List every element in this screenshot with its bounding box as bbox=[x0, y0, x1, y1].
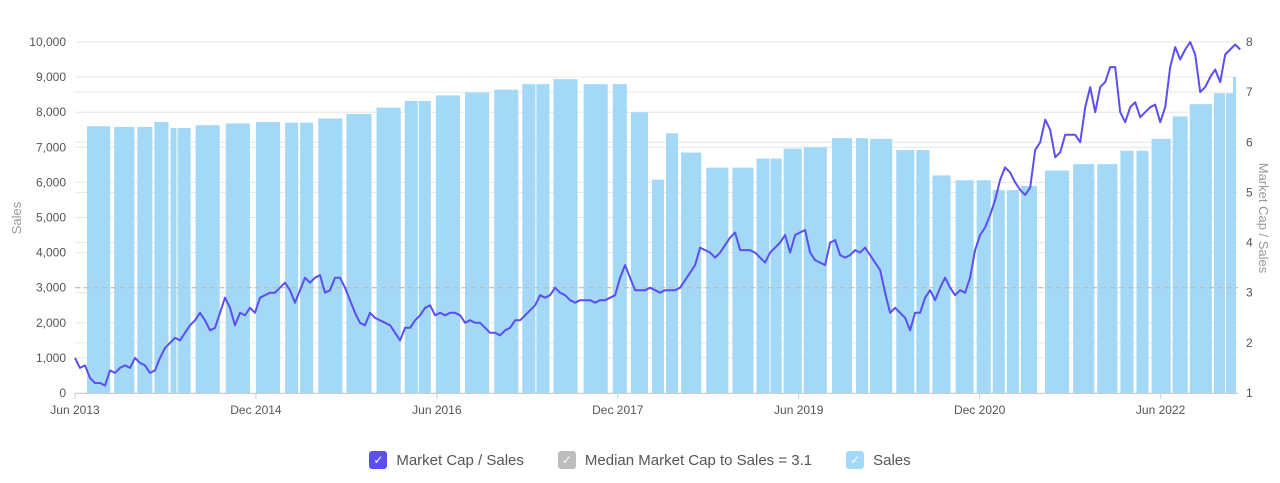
sales-bar bbox=[1073, 164, 1095, 393]
y-left-tick-label: 2,000 bbox=[36, 316, 66, 330]
sales-bar bbox=[114, 126, 135, 393]
sales-bar bbox=[255, 122, 281, 393]
sales-bar bbox=[1189, 104, 1212, 393]
sales-bar bbox=[756, 158, 770, 393]
market-cap-sales-line bbox=[74, 41, 1241, 387]
ratio-line-group bbox=[74, 41, 1241, 387]
sales-bar bbox=[1045, 170, 1070, 393]
sales-bar bbox=[137, 126, 153, 393]
sales-bar bbox=[494, 89, 519, 394]
legend-label: Market Cap / Sales bbox=[396, 451, 524, 469]
sales-bar bbox=[285, 122, 299, 393]
sales-bar bbox=[955, 180, 974, 393]
y-right-title: Market Cap / Sales bbox=[1256, 163, 1271, 274]
sales-bar bbox=[1151, 138, 1171, 393]
x-tick-label: Dec 2017 bbox=[592, 403, 644, 417]
sales-bar bbox=[976, 180, 991, 393]
sales-bar bbox=[346, 113, 372, 393]
legend-item-market-cap-sales[interactable]: ✓ Market Cap / Sales bbox=[369, 451, 524, 469]
y-right-tick-label: 3 bbox=[1246, 286, 1253, 300]
y-left-tick-label: 1,000 bbox=[36, 351, 66, 365]
sales-bar bbox=[536, 84, 550, 394]
y-right-tick-label: 2 bbox=[1246, 336, 1253, 350]
sales-bar bbox=[666, 133, 679, 393]
y-right-tick-label: 8 bbox=[1246, 35, 1253, 49]
sales-bar bbox=[1097, 164, 1118, 393]
y-right-tick-label: 5 bbox=[1246, 185, 1253, 199]
sales-bar bbox=[1232, 77, 1236, 393]
checkbox-checked-icon[interactable]: ✓ bbox=[846, 451, 865, 469]
legend-item-sales[interactable]: ✓ Sales bbox=[846, 451, 911, 469]
legend: ✓ Market Cap / Sales ✓ Median Market Cap… bbox=[0, 451, 1280, 469]
checkbox-checked-icon[interactable]: ✓ bbox=[369, 451, 388, 469]
sales-bar bbox=[553, 79, 578, 394]
x-tick-label: Dec 2020 bbox=[954, 403, 1006, 417]
sales-bar bbox=[87, 126, 111, 394]
sales-bar bbox=[651, 179, 665, 393]
sales-bar bbox=[1225, 93, 1233, 393]
checkbox-checked-icon[interactable]: ✓ bbox=[557, 451, 576, 469]
sales-bar bbox=[783, 148, 802, 393]
sales-bar bbox=[154, 122, 169, 393]
y-left-tick-label: 4,000 bbox=[36, 246, 66, 260]
y-left-tick-label: 0 bbox=[59, 386, 66, 400]
sales-bar bbox=[300, 122, 314, 393]
y-left-tick-label: 6,000 bbox=[36, 175, 66, 189]
sales-bar bbox=[1020, 185, 1037, 393]
sales-bar bbox=[435, 95, 460, 394]
sales-bar bbox=[225, 123, 250, 393]
sales-bar bbox=[870, 138, 893, 393]
sales-bar bbox=[612, 84, 627, 394]
sales-bar bbox=[992, 190, 1005, 393]
sales-bar bbox=[404, 100, 418, 393]
sales-bar bbox=[630, 112, 648, 393]
sales-bar bbox=[803, 147, 827, 393]
sales-bar bbox=[706, 167, 729, 393]
legend-item-median[interactable]: ✓ Median Market Cap to Sales = 3.1 bbox=[557, 451, 813, 469]
y-right-tick-label: 6 bbox=[1246, 135, 1253, 149]
sales-bar bbox=[1120, 150, 1134, 393]
sales-bar bbox=[1136, 150, 1149, 393]
sales-bar bbox=[856, 138, 869, 393]
legend-label: Sales bbox=[873, 451, 911, 469]
sales-bar bbox=[195, 125, 220, 393]
sales-bar bbox=[465, 92, 490, 393]
sales-bar bbox=[522, 84, 536, 394]
sales-bar bbox=[418, 100, 431, 393]
x-tick-label: Jun 2013 bbox=[50, 403, 100, 417]
chart: 0 1,000 2,000 3,000 4,000 5,000 6,000 7,000 8,00… bbox=[9, 35, 1271, 417]
y-left-tick-label: 8,000 bbox=[36, 105, 66, 119]
sales-bar bbox=[896, 150, 915, 393]
sales-bar bbox=[177, 127, 191, 394]
sales-bar bbox=[916, 150, 930, 393]
y-left-title: Sales bbox=[9, 201, 24, 234]
sales-bar bbox=[770, 158, 782, 393]
sales-bar bbox=[732, 167, 754, 393]
x-tick-label: Jun 2019 bbox=[774, 403, 824, 417]
legend-label: Median Market Cap to Sales = 3.1 bbox=[584, 451, 813, 469]
y-right-tick-label: 1 bbox=[1246, 386, 1253, 400]
sales-bar bbox=[1006, 190, 1019, 393]
sales-bar bbox=[583, 84, 608, 394]
axes: 0 1,000 2,000 3,000 4,000 5,000 6,000 7,000 8,00… bbox=[29, 35, 1253, 417]
x-tick-label: Dec 2014 bbox=[230, 403, 282, 417]
x-tick-label: Jun 2022 bbox=[1136, 403, 1186, 417]
y-right-tick-label: 7 bbox=[1246, 85, 1253, 99]
y-left-tick-label: 7,000 bbox=[36, 140, 66, 154]
sales-bar bbox=[1172, 116, 1188, 394]
sales-bar bbox=[831, 138, 853, 393]
sales-bar bbox=[376, 107, 401, 394]
sales-bar bbox=[1213, 93, 1225, 393]
y-left-tick-label: 3,000 bbox=[36, 281, 66, 295]
y-left-tick-label: 9,000 bbox=[36, 70, 66, 84]
sales-bars bbox=[87, 77, 1236, 394]
y-right-tick-label: 4 bbox=[1246, 236, 1253, 250]
x-tick-label: Jun 2016 bbox=[412, 403, 462, 417]
y-left-tick-label: 10,000 bbox=[29, 35, 66, 49]
y-left-tick-label: 5,000 bbox=[36, 211, 66, 225]
sales-bar bbox=[170, 127, 177, 394]
sales-bar bbox=[318, 118, 343, 393]
